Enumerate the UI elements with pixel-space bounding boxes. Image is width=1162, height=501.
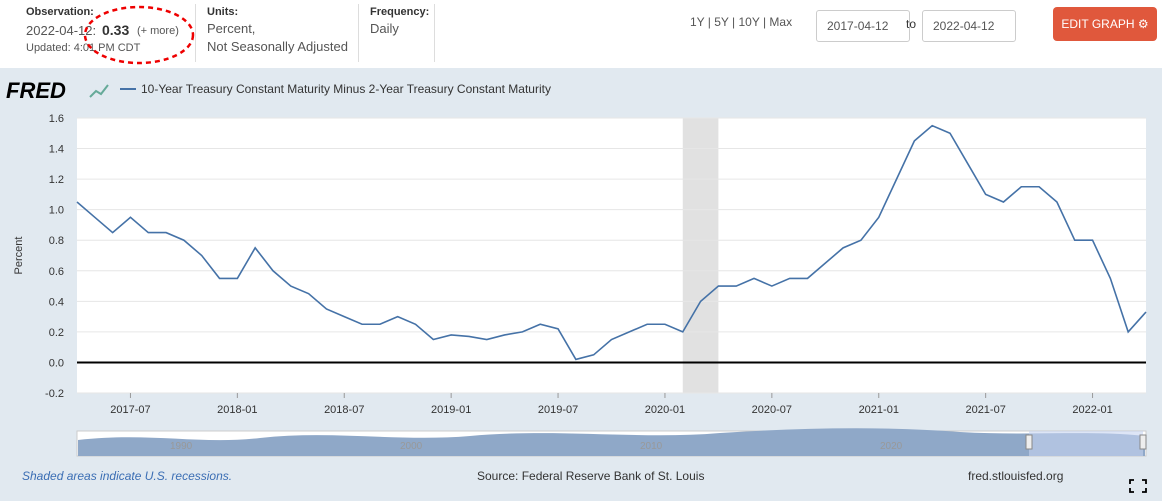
x-tick-label: 2020-07 bbox=[752, 404, 792, 416]
header: Observation: 2022-04-12: 0.33 (+ more) U… bbox=[0, 0, 1162, 68]
y-tick-label: 0.2 bbox=[49, 327, 64, 339]
highlight-ellipse bbox=[83, 5, 195, 65]
source: Source: Federal Reserve Bank of St. Loui… bbox=[477, 469, 704, 483]
navigator-area bbox=[78, 428, 1145, 456]
y-tick-label: 0.6 bbox=[49, 266, 64, 278]
y-tick-label: 0.0 bbox=[49, 357, 64, 369]
recession-note: Shaded areas indicate U.S. recessions. bbox=[22, 469, 232, 483]
y-axis-label: Percent bbox=[13, 237, 25, 275]
y-tick-label: -0.2 bbox=[45, 388, 64, 400]
legend-label: 10-Year Treasury Constant Maturity Minus… bbox=[141, 82, 551, 96]
y-tick-label: 1.2 bbox=[49, 174, 64, 186]
units: Not Seasonally Adjusted bbox=[207, 39, 348, 54]
y-tick-label: 0.8 bbox=[49, 235, 64, 247]
site: fred.stlouisfed.org bbox=[968, 469, 1063, 483]
x-tick-label: 2021-01 bbox=[859, 404, 899, 416]
series-line bbox=[76, 124, 1147, 361]
y-tick-label: 1.4 bbox=[49, 144, 64, 156]
separator bbox=[358, 4, 359, 62]
y-tick-label: 1.6 bbox=[49, 113, 64, 125]
units-label: Units: bbox=[207, 6, 239, 18]
date-from-input[interactable]: 2017-04-12 bbox=[816, 10, 910, 42]
updated: Updated: 4:01 PM CDT bbox=[26, 42, 141, 54]
navigator-label: 2000 bbox=[400, 441, 423, 452]
frequency-label: Frequency: bbox=[370, 6, 430, 18]
units: Percent, bbox=[207, 21, 256, 36]
fred-logo: FRED bbox=[6, 78, 66, 103]
x-tick-label: 2019-01 bbox=[431, 404, 471, 416]
range-links[interactable]: 1Y | 5Y | 10Y | Max bbox=[690, 15, 793, 29]
separator bbox=[195, 4, 196, 62]
recession-band bbox=[682, 118, 719, 393]
observation-date: 2022-04-12: bbox=[26, 23, 97, 38]
x-tick-label: 2022-01 bbox=[1072, 404, 1112, 416]
x-tick-label: 2018-01 bbox=[217, 404, 257, 416]
y-tick-label: 1.0 bbox=[49, 205, 64, 217]
x-tick-label: 2017-07 bbox=[110, 404, 150, 416]
navigator-label: 2010 bbox=[640, 441, 663, 452]
frequency: Daily bbox=[370, 21, 399, 36]
navigator-handle[interactable] bbox=[1025, 434, 1033, 450]
plot-area bbox=[77, 118, 1146, 393]
logo-icon bbox=[89, 84, 109, 98]
x-tick-label: 2021-07 bbox=[965, 404, 1005, 416]
fullscreen-icon[interactable] bbox=[1129, 479, 1147, 493]
edit-graph-button[interactable]: EDIT GRAPH ⚙ bbox=[1053, 7, 1157, 41]
x-tick-label: 2020-01 bbox=[645, 404, 685, 416]
edit-graph-label: EDIT GRAPH bbox=[1061, 17, 1135, 31]
navigator-label: 1990 bbox=[170, 441, 193, 452]
date-to-input[interactable]: 2022-04-12 bbox=[922, 10, 1016, 42]
observation-value: 0.33 bbox=[102, 22, 130, 38]
x-tick-label: 2019-07 bbox=[538, 404, 578, 416]
observation-label: Observation: bbox=[26, 6, 94, 18]
separator bbox=[434, 4, 435, 62]
to-label: to bbox=[906, 17, 917, 31]
more-link[interactable]: (+ more) bbox=[137, 25, 179, 37]
x-tick-label: 2018-07 bbox=[324, 404, 364, 416]
y-tick-label: 0.4 bbox=[49, 296, 64, 308]
navigator-window[interactable] bbox=[1029, 431, 1143, 456]
navigator-label: 2020 bbox=[880, 441, 903, 452]
navigator-handle[interactable] bbox=[1139, 434, 1147, 450]
